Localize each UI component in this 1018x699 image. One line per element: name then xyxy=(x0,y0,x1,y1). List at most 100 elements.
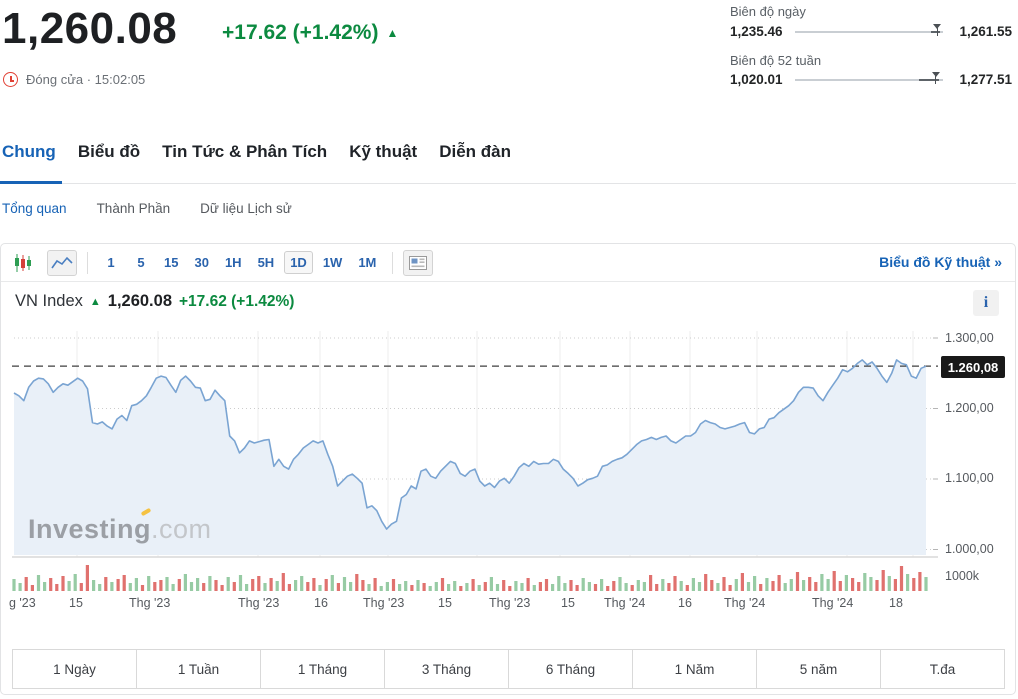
volume-bar xyxy=(495,584,500,591)
week52-range-low: 1,020.01 xyxy=(730,72,783,87)
volume-bar xyxy=(906,574,910,591)
volume-bar xyxy=(324,579,328,591)
timeframe-15[interactable]: 15 xyxy=(164,255,179,270)
timeframe-1h[interactable]: 1H xyxy=(224,255,242,270)
timeframe-5h[interactable]: 5H xyxy=(257,255,275,270)
volume-bar xyxy=(575,585,579,591)
tab-chung[interactable]: Chung xyxy=(2,142,56,161)
price-chart[interactable] xyxy=(12,329,939,619)
toolbar-divider xyxy=(87,251,88,274)
volume-bar xyxy=(685,585,689,591)
chart-widget: 1 5 15 30 1H 5H 1D 1W 1M Biểu đồ Kỹ thuật » VN I… xyxy=(0,243,1016,695)
volume-bar xyxy=(104,577,108,591)
timeframe-1[interactable]: 1 xyxy=(107,255,115,270)
timeframe-5[interactable]: 5 xyxy=(137,255,145,270)
volume-bar xyxy=(43,582,47,591)
x-tick-label: Thg '23 xyxy=(238,596,280,610)
range-button-1-tháng[interactable]: 1 Tháng xyxy=(261,650,385,688)
x-tick-label: 16 xyxy=(314,596,328,610)
volume-bar xyxy=(263,583,267,591)
timeframe-1d[interactable]: 1D xyxy=(284,251,313,274)
tab-ky-thuat[interactable]: Kỹ thuật xyxy=(349,142,418,161)
volume-bar xyxy=(600,579,604,591)
x-tick-label: Thg '24 xyxy=(604,596,646,610)
volume-bar xyxy=(171,584,175,591)
tab-tin-tuc-phan-tich[interactable]: Tin Tức & Phân Tích xyxy=(162,142,328,161)
volume-bar xyxy=(410,585,414,591)
volume-bar xyxy=(300,576,304,591)
volume-bar xyxy=(147,576,151,591)
news-panel-button[interactable] xyxy=(403,249,434,276)
volume-bar xyxy=(355,574,359,591)
volume-bar xyxy=(593,584,598,591)
subtab-du-lieu-lich-su[interactable]: Dữ liệu Lịch sử xyxy=(200,201,292,216)
x-tick-label: Thg '23 xyxy=(363,596,405,610)
volume-bar xyxy=(116,579,120,591)
volume-bar xyxy=(257,576,261,591)
technical-chart-link[interactable]: Biểu đồ Kỹ thuật » xyxy=(879,254,1002,270)
volume-bar xyxy=(12,579,16,591)
x-tick-label: 15 xyxy=(438,596,452,610)
volume-bar xyxy=(422,583,426,591)
volume-bar xyxy=(349,582,353,591)
volume-bar xyxy=(551,584,555,591)
day-range-row: 1,235.46 1,261.55 xyxy=(730,23,1012,41)
candlestick-chart-button[interactable] xyxy=(9,250,37,276)
volume-bar xyxy=(79,583,83,591)
volume-bar xyxy=(783,583,787,591)
volume-bar xyxy=(177,579,181,591)
volume-bar xyxy=(312,578,316,591)
volume-bar xyxy=(697,582,702,591)
range-button-5-năm[interactable]: 5 năm xyxy=(757,650,881,688)
volume-bar xyxy=(918,572,922,591)
chart-title-row: VN Index ▲ 1,260.08 +17.62 (+1.42%) xyxy=(15,292,294,311)
tab-dien-dan[interactable]: Diễn đàn xyxy=(439,142,511,161)
volume-bar xyxy=(214,580,218,591)
range-button-3-tháng[interactable]: 3 Tháng xyxy=(385,650,509,688)
line-chart-button[interactable] xyxy=(47,249,77,276)
range-button-6-tháng[interactable]: 6 Tháng xyxy=(509,650,633,688)
price-change: +17.62 (+1.42%) xyxy=(222,21,379,44)
volume-bar xyxy=(459,586,463,591)
volume-bar xyxy=(196,578,200,591)
volume-bar xyxy=(202,583,206,591)
volume-bar xyxy=(538,582,542,591)
x-tick-label: 15 xyxy=(69,596,83,610)
volume-bar xyxy=(287,584,291,591)
volume-bar xyxy=(851,578,855,591)
week52-range-label: Biên độ 52 tuần xyxy=(730,53,822,68)
subtab-tong-quan[interactable]: Tổng quan xyxy=(2,201,67,216)
volume-bar xyxy=(85,565,89,591)
volume-bar xyxy=(489,577,493,591)
timeframe-1m[interactable]: 1M xyxy=(358,255,377,270)
range-button-t-đa[interactable]: T.đa xyxy=(929,661,956,677)
volume-bar xyxy=(30,585,34,591)
volume-bar xyxy=(795,572,800,591)
main-tabs: Chung Biểu đồ Tin Tức & Phân Tích Kỹ thuật D… xyxy=(2,142,511,162)
volume-bar xyxy=(587,582,591,591)
range-button-1-ngày[interactable]: 1 Ngày xyxy=(13,650,137,688)
volume-bar xyxy=(544,579,549,591)
watermark-light: .com xyxy=(151,514,212,544)
volume-bar xyxy=(606,586,610,591)
x-tick-label: Thg '24 xyxy=(812,596,854,610)
timeframe-30[interactable]: 30 xyxy=(194,255,209,270)
range-button-1-tuần[interactable]: 1 Tuần xyxy=(137,650,261,688)
tab-bieu-do[interactable]: Biểu đồ xyxy=(77,142,141,161)
range-button-1-năm[interactable]: 1 Năm xyxy=(633,650,757,688)
y-tick-label: 1.000,00 xyxy=(945,542,994,556)
volume-bar xyxy=(924,577,928,591)
volume-bar xyxy=(269,578,273,591)
volume-bar xyxy=(863,573,867,591)
info-button[interactable]: i xyxy=(973,290,999,316)
volume-bar xyxy=(447,584,451,591)
week52-range-segment xyxy=(919,79,939,81)
volume-bar xyxy=(753,576,757,591)
subtab-thanh-phan[interactable]: Thành Phần xyxy=(96,201,171,216)
volume-bar xyxy=(159,580,163,591)
x-tick-label: 18 xyxy=(889,596,903,610)
y-tick-label: 1.100,00 xyxy=(945,471,994,485)
timeframe-1w[interactable]: 1W xyxy=(322,255,343,270)
volume-bar xyxy=(808,577,812,591)
